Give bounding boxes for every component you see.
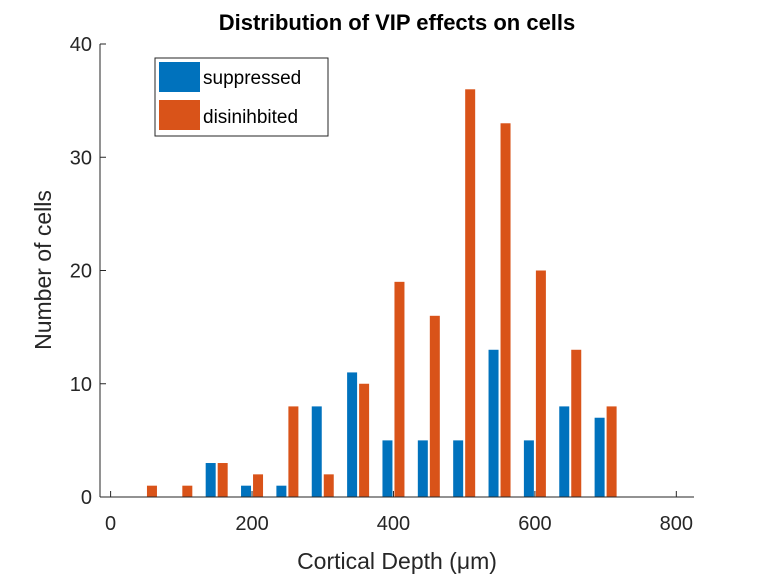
bar-disinihbited-150	[217, 463, 228, 497]
legend-label-disinihbited: disinihbited	[203, 107, 298, 128]
bar-suppressed-150	[205, 463, 216, 497]
legend: suppressed disinihbited	[154, 57, 329, 137]
bar-suppressed-550	[488, 349, 499, 497]
y-tick-label-0: 0	[81, 487, 92, 509]
x-tick-label-800: 800	[660, 513, 693, 535]
bar-disinihbited-350	[359, 383, 370, 497]
legend-swatch-suppressed	[159, 62, 200, 92]
bar-suppressed-400	[382, 440, 393, 498]
x-tick-label-400: 400	[377, 513, 410, 535]
bar-suppressed-500	[453, 440, 464, 498]
bar-disinihbited-300	[323, 474, 334, 497]
bar-suppressed-350	[347, 372, 358, 497]
bar-suppressed-700	[594, 417, 605, 497]
bar-disinihbited-200	[253, 474, 264, 497]
legend-swatch-disinihbited	[159, 100, 200, 130]
bar-disinihbited-700	[606, 406, 617, 497]
x-ticks-group: 0 200 400 600 800	[105, 491, 693, 535]
x-tick-label-0: 0	[105, 513, 116, 535]
chart-title: Distribution of VIP effects on cells	[219, 10, 576, 35]
bar-disinihbited-50	[146, 485, 157, 497]
legend-label-suppressed: suppressed	[203, 68, 301, 89]
bar-disinihbited-400	[394, 281, 405, 497]
bars-group	[146, 89, 617, 498]
x-tick-label-600: 600	[518, 513, 551, 535]
y-tick-label-20: 20	[70, 261, 92, 283]
bar-disinihbited-250	[288, 406, 299, 497]
bar-disinihbited-550	[500, 123, 511, 497]
bar-disinihbited-450	[429, 315, 440, 497]
bar-disinihbited-650	[571, 349, 582, 497]
bar-disinihbited-600	[535, 270, 546, 497]
bar-disinihbited-500	[465, 89, 476, 498]
x-axis-label: Cortical Depth (μm)	[297, 548, 497, 574]
y-tick-label-30: 30	[70, 147, 92, 169]
x-tick-label-200: 200	[235, 513, 268, 535]
bar-suppressed-650	[559, 406, 570, 497]
y-tick-label-10: 10	[70, 374, 92, 396]
bar-suppressed-250	[276, 485, 287, 497]
bar-disinihbited-100	[182, 485, 193, 497]
bar-suppressed-450	[417, 440, 428, 498]
bar-suppressed-300	[311, 406, 322, 497]
bar-suppressed-200	[241, 485, 252, 497]
y-tick-label-40: 40	[70, 34, 92, 56]
y-axis-label: Number of cells	[30, 190, 56, 350]
y-ticks-group: 0 10 20 30 40	[70, 34, 106, 509]
bar-suppressed-600	[523, 440, 534, 498]
